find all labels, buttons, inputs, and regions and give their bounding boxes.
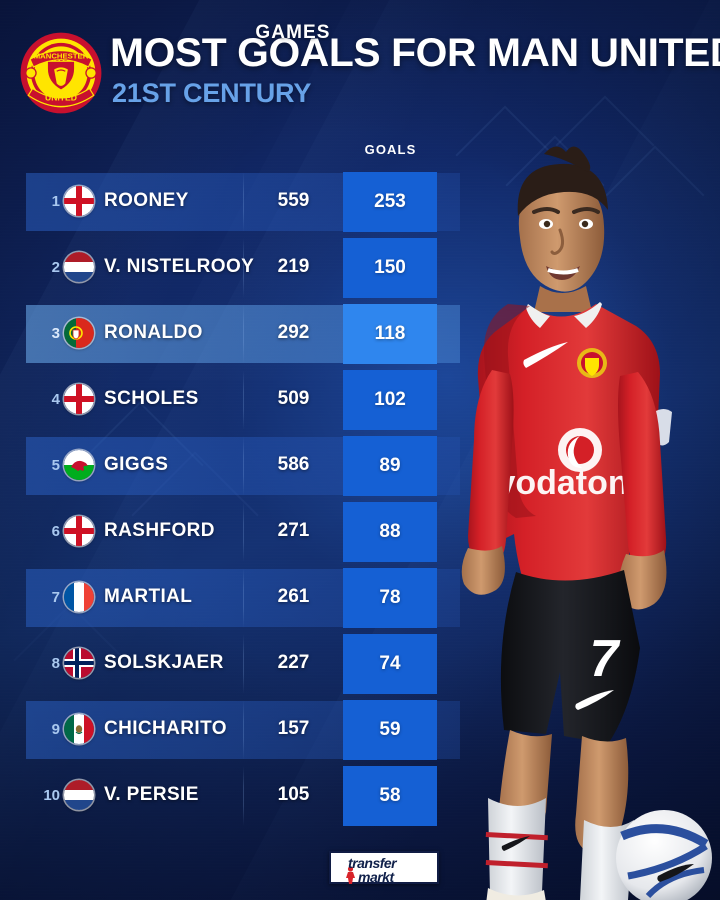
flag-icon-england	[64, 384, 94, 414]
transfermarkt-logo[interactable]: transfer markt	[329, 851, 439, 884]
player-name: V. NISTELROOY	[104, 256, 255, 277]
svg-text:7: 7	[590, 630, 621, 688]
goals-value: 89	[343, 436, 437, 496]
rank-number: 3	[51, 324, 60, 342]
goals-value: 118	[343, 304, 437, 364]
rank-number: 7	[51, 588, 60, 606]
games-value: 157	[277, 718, 310, 739]
rank-number: 1	[51, 192, 60, 210]
table-row[interactable]: 4 SCHOLES 509 102	[0, 366, 460, 432]
column-divider	[243, 304, 244, 364]
games-value: 261	[277, 586, 310, 607]
manchester-united-crest-icon: MANCHESTER UNITED	[18, 30, 104, 116]
player-name: CHICHARITO	[104, 718, 227, 739]
games-value: 105	[277, 784, 310, 805]
player-name: SCHOLES	[104, 388, 199, 409]
column-divider	[243, 436, 244, 496]
goals-value: 74	[343, 634, 437, 694]
table-row[interactable]: 8 SOLSKJAER 227 74	[0, 630, 460, 696]
player-name: SOLSKJAER	[104, 652, 224, 673]
column-divider	[243, 238, 244, 298]
flag-icon-netherlands	[64, 252, 94, 282]
player-name: V. PERSIE	[104, 784, 199, 805]
transfermarkt-logo-line2: markt	[358, 869, 394, 885]
footballer-photo: vodatone 7	[432, 120, 720, 900]
svg-text:UNITED: UNITED	[45, 93, 77, 103]
page-subtitle: 21ST CENTURY	[112, 78, 312, 108]
goals-value: 88	[343, 502, 437, 562]
page-title: MOST GOALS FOR MAN UNITED	[110, 31, 720, 75]
flag-icon-france	[64, 582, 94, 612]
table-row[interactable]: 5 GIGGS 586 89	[0, 432, 460, 498]
player-name: GIGGS	[104, 454, 169, 475]
flag-icon-netherlands	[64, 780, 94, 810]
goals-value: 102	[343, 370, 437, 430]
table-row[interactable]: 3 RONALDO 292 118	[0, 300, 460, 366]
column-divider	[243, 700, 244, 760]
games-value: 271	[277, 520, 310, 541]
column-divider	[243, 172, 244, 232]
table-row[interactable]: 6 RASHFORD 271 88	[0, 498, 460, 564]
column-header-goals: GOALS	[364, 142, 417, 157]
rankings-table: 1 ROONEY 559 253 2 V. NISTELROOY 219 150 3 RON…	[0, 168, 460, 828]
column-divider	[243, 502, 244, 562]
goals-value: 150	[343, 238, 437, 298]
rank-number: 9	[51, 720, 60, 738]
column-header-games: GAMES	[255, 22, 331, 43]
column-divider	[243, 634, 244, 694]
flag-icon-mexico	[64, 714, 94, 744]
transfermarkt-figure-icon	[344, 866, 357, 884]
goals-value: 59	[343, 700, 437, 760]
rank-number: 6	[51, 522, 60, 540]
table-row[interactable]: 7 MARTIAL 261 78	[0, 564, 460, 630]
flag-icon-england	[64, 186, 94, 216]
header: MANCHESTER UNITED MOST GOALS FOR MAN UNI…	[0, 0, 720, 128]
player-name: MARTIAL	[104, 586, 193, 607]
games-value: 219	[277, 256, 310, 277]
table-row[interactable]: 1 ROONEY 559 253	[0, 168, 460, 234]
rank-number: 5	[51, 456, 60, 474]
games-value: 227	[277, 652, 310, 673]
goals-value: 253	[343, 172, 437, 232]
table-row[interactable]: 10 V. PERSIE 105 58	[0, 762, 460, 828]
flag-icon-wales	[64, 450, 94, 480]
table-row[interactable]: 9 CHICHARITO 157 59	[0, 696, 460, 762]
games-value: 509	[277, 388, 310, 409]
player-name: RONALDO	[104, 322, 203, 343]
column-divider	[243, 766, 244, 826]
flag-icon-england	[64, 516, 94, 546]
rank-number: 2	[51, 258, 60, 276]
column-divider	[243, 568, 244, 628]
rank-number: 4	[51, 390, 60, 408]
player-name: RASHFORD	[104, 520, 215, 541]
player-name: ROONEY	[104, 190, 189, 211]
rank-number: 10	[43, 786, 60, 804]
goals-value: 58	[343, 766, 437, 826]
games-value: 586	[277, 454, 310, 475]
column-divider	[243, 370, 244, 430]
transfermarkt-logo-line1: transfer	[348, 855, 397, 871]
flag-icon-norway	[64, 648, 94, 678]
table-row[interactable]: 2 V. NISTELROOY 219 150	[0, 234, 460, 300]
svg-text:MANCHESTER: MANCHESTER	[34, 51, 89, 60]
games-value: 292	[277, 322, 310, 343]
flag-icon-portugal	[64, 318, 94, 348]
games-value: 559	[277, 190, 310, 211]
rank-number: 8	[51, 654, 60, 672]
goals-value: 78	[343, 568, 437, 628]
